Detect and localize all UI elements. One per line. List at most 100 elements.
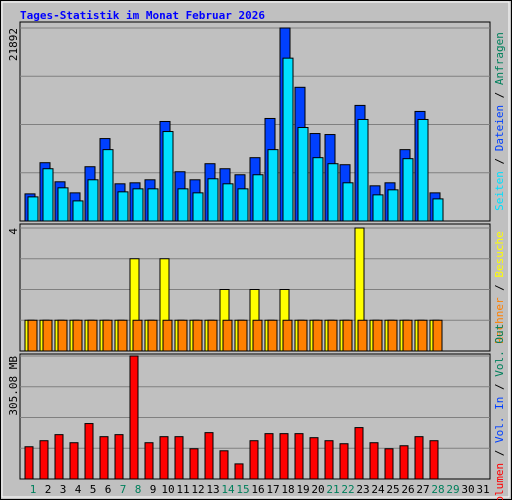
bar — [294, 433, 304, 480]
x-tick-label: 31 — [476, 483, 489, 496]
bar — [162, 319, 173, 352]
bar — [279, 433, 289, 480]
legend-separator: / — [493, 278, 506, 298]
x-tick-label: 26 — [401, 483, 414, 496]
bar — [39, 440, 49, 480]
bar — [252, 319, 263, 352]
bar — [402, 158, 414, 222]
x-tick-label: 17 — [266, 483, 279, 496]
bar — [174, 436, 184, 480]
bar — [192, 319, 203, 352]
x-tick-label: 18 — [281, 483, 294, 496]
legend: Volumen / Vol. In / Vol. Out — [493, 324, 506, 500]
x-tick-label: 12 — [191, 483, 204, 496]
bar — [114, 434, 124, 480]
bar — [54, 434, 64, 480]
bar — [72, 200, 84, 222]
bar — [162, 131, 174, 222]
x-tick-label: 9 — [150, 483, 157, 496]
x-tick-label: 15 — [236, 483, 249, 496]
x-tick-label: 29 — [446, 483, 459, 496]
bar — [324, 440, 334, 480]
bar — [222, 183, 234, 222]
bar — [189, 448, 199, 480]
bar — [384, 448, 394, 480]
bar — [432, 198, 444, 222]
bar — [222, 319, 233, 352]
bar — [357, 118, 369, 222]
x-tick-label: 3 — [60, 483, 67, 496]
legend-entry: Volumen — [493, 463, 506, 500]
bar — [297, 127, 309, 222]
x-tick-label: 14 — [221, 483, 235, 496]
bar — [177, 319, 188, 352]
bar — [267, 319, 278, 352]
x-tick-label: 20 — [311, 483, 324, 496]
x-tick-label: 13 — [206, 483, 219, 496]
y-tick-label: 305.08 MB — [7, 356, 20, 416]
bar — [24, 446, 34, 480]
bar — [69, 442, 79, 480]
legend-separator: / — [493, 377, 506, 397]
bar — [399, 445, 409, 480]
x-tick-label: 7 — [120, 483, 127, 496]
x-tick-label: 30 — [461, 483, 474, 496]
bar — [327, 319, 338, 352]
legend-entry: Seiten — [493, 171, 506, 211]
bar — [207, 178, 219, 222]
bar — [342, 182, 354, 222]
x-tick-label: 10 — [161, 483, 174, 496]
x-tick-label: 22 — [341, 483, 354, 496]
x-tick-label: 28 — [431, 483, 444, 496]
x-tick-label: 23 — [356, 483, 369, 496]
x-tick-label: 19 — [296, 483, 309, 496]
bar — [369, 442, 379, 480]
bar — [267, 149, 279, 222]
x-tick-label: 16 — [251, 483, 264, 496]
bar — [144, 442, 154, 480]
legend: Rechner / Besuche — [493, 231, 506, 344]
legend: Seiten / Dateien / Anfragen — [493, 32, 506, 211]
bar — [387, 319, 398, 352]
x-tick-label: 25 — [386, 483, 399, 496]
bar — [99, 436, 109, 480]
bar — [27, 319, 38, 352]
bar — [147, 188, 159, 222]
bar — [87, 179, 99, 222]
legend-entry: Vol. Out — [493, 324, 506, 377]
bar — [42, 319, 53, 352]
bar — [342, 319, 353, 352]
bar — [402, 319, 413, 352]
bar — [432, 319, 443, 352]
legend-entry: Dateien — [493, 105, 506, 151]
bar — [309, 437, 319, 480]
bar — [132, 188, 144, 222]
bar — [102, 319, 113, 352]
x-tick-label: 11 — [176, 483, 189, 496]
x-tick-label: 6 — [105, 483, 112, 496]
bar — [207, 319, 218, 352]
legend-entry: Rechner — [493, 297, 506, 344]
legend-separator: / — [493, 151, 506, 171]
bar — [249, 440, 259, 480]
y-tick-label: 21892 — [7, 28, 20, 61]
bar — [57, 187, 69, 222]
x-tick-label: 27 — [416, 483, 429, 496]
bar — [372, 194, 384, 222]
bar — [297, 319, 308, 352]
bar — [117, 319, 128, 352]
bar — [177, 188, 189, 222]
bar — [117, 191, 129, 222]
x-tick-label: 1 — [30, 483, 37, 496]
legend-separator: / — [493, 443, 506, 463]
bar — [282, 57, 294, 222]
bar — [147, 319, 158, 352]
bar — [372, 319, 383, 352]
chart-title: Tages-Statistik im Monat Februar 2026 — [20, 9, 265, 22]
x-tick-label: 24 — [371, 483, 385, 496]
bar — [192, 192, 204, 222]
bar — [282, 319, 293, 352]
legend-entry: Besuche — [493, 231, 506, 277]
bar — [354, 427, 364, 480]
